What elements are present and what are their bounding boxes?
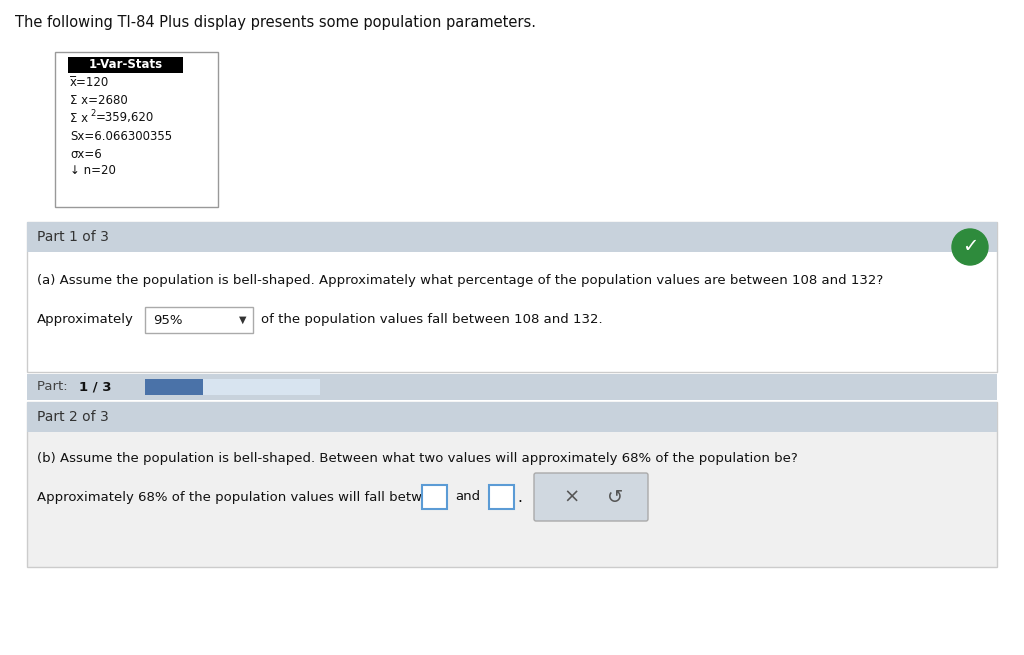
Text: Σ x: Σ x xyxy=(70,111,88,124)
Text: of the population values fall between 108 and 132.: of the population values fall between 10… xyxy=(261,314,603,326)
Text: 2: 2 xyxy=(90,109,95,117)
Text: ▼: ▼ xyxy=(240,315,247,325)
Text: Approximately: Approximately xyxy=(37,314,134,326)
Text: 95%: 95% xyxy=(153,314,182,326)
FancyBboxPatch shape xyxy=(27,222,997,252)
Text: x̅=120: x̅=120 xyxy=(70,77,110,90)
Circle shape xyxy=(952,229,988,265)
FancyBboxPatch shape xyxy=(68,57,183,73)
Text: (a) Assume the population is bell-shaped. Approximately what percentage of the p: (a) Assume the population is bell-shaped… xyxy=(37,274,884,287)
FancyBboxPatch shape xyxy=(55,52,218,207)
Text: =359,620: =359,620 xyxy=(96,111,155,124)
FancyBboxPatch shape xyxy=(145,379,319,395)
FancyBboxPatch shape xyxy=(27,374,997,400)
Text: 1 / 3: 1 / 3 xyxy=(79,381,112,394)
FancyBboxPatch shape xyxy=(534,473,648,521)
FancyBboxPatch shape xyxy=(27,402,997,432)
Text: Approximately 68% of the population values will fall between: Approximately 68% of the population valu… xyxy=(37,491,447,504)
FancyBboxPatch shape xyxy=(145,379,203,395)
Text: σx=6: σx=6 xyxy=(70,147,101,160)
Text: Part 2 of 3: Part 2 of 3 xyxy=(37,410,109,424)
FancyBboxPatch shape xyxy=(422,485,447,509)
FancyBboxPatch shape xyxy=(145,307,253,333)
Text: .: . xyxy=(517,489,522,504)
Text: ✓: ✓ xyxy=(962,238,978,257)
Text: ×: × xyxy=(563,487,580,506)
FancyBboxPatch shape xyxy=(27,222,997,372)
Text: Sx=6.066300355: Sx=6.066300355 xyxy=(70,130,172,143)
FancyBboxPatch shape xyxy=(489,485,514,509)
Text: Σ x=2680: Σ x=2680 xyxy=(70,94,128,107)
Text: ↺: ↺ xyxy=(607,487,624,506)
Text: ↓ n=20: ↓ n=20 xyxy=(70,164,116,178)
Text: (b) Assume the population is bell-shaped. Between what two values will approxima: (b) Assume the population is bell-shaped… xyxy=(37,452,798,465)
Text: 1-Var-Stats: 1-Var-Stats xyxy=(88,58,163,71)
Text: The following TI-84 Plus display presents some population parameters.: The following TI-84 Plus display present… xyxy=(15,14,536,29)
FancyBboxPatch shape xyxy=(27,402,997,567)
Text: and: and xyxy=(455,491,480,504)
Text: Part:: Part: xyxy=(37,381,72,394)
Text: Part 1 of 3: Part 1 of 3 xyxy=(37,230,109,244)
